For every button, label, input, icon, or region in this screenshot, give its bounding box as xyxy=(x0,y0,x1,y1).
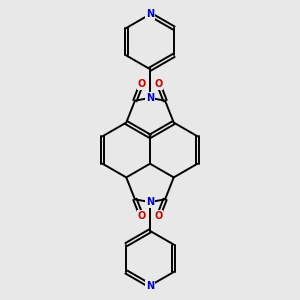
Text: O: O xyxy=(154,211,163,221)
Text: N: N xyxy=(146,9,154,19)
Text: O: O xyxy=(154,79,163,89)
Text: O: O xyxy=(137,211,146,221)
Text: N: N xyxy=(146,281,154,291)
Text: N: N xyxy=(146,197,154,207)
Text: N: N xyxy=(146,93,154,103)
Text: O: O xyxy=(137,79,146,89)
